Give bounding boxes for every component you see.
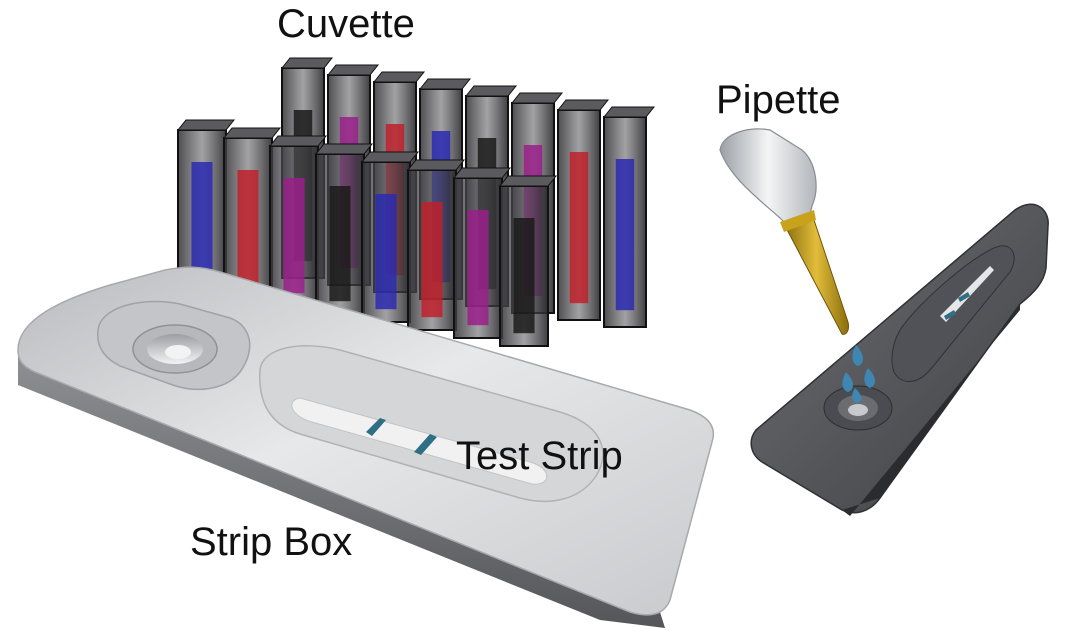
- cuvette: [602, 106, 656, 328]
- cuvette: [176, 119, 236, 291]
- test-line: [414, 434, 437, 455]
- cuvette-liquid: [329, 186, 351, 302]
- cuvette-liquid: [421, 202, 443, 318]
- cuvette: [314, 143, 374, 315]
- cuvette-liquid: [237, 170, 259, 286]
- pipette-label: Pipette: [716, 78, 841, 122]
- result-window: [259, 345, 604, 503]
- cuvette-row-front: [176, 119, 558, 347]
- strip-box-label: Strip Box: [190, 520, 353, 564]
- control-line: [366, 418, 386, 436]
- cuvette: [498, 175, 558, 347]
- strip-box: [17, 266, 715, 628]
- cuvette-liquid: [513, 218, 535, 334]
- cuvette: [406, 159, 466, 331]
- cuvette-liquid: [569, 152, 589, 304]
- sample-well: [96, 300, 251, 391]
- cuvette: [268, 135, 328, 307]
- droplets: [842, 345, 875, 403]
- cuvette: [360, 151, 420, 323]
- pipette: [719, 128, 849, 335]
- cuvette: [222, 127, 282, 299]
- cuvette: [556, 99, 610, 321]
- test-strip-label: Test Strip: [456, 434, 623, 478]
- cuvette-liquid: [283, 178, 305, 294]
- strip-box-small: [750, 203, 1049, 516]
- cuvette-liquid: [375, 194, 397, 310]
- cuvette: [452, 167, 512, 339]
- cuvette-liquid: [467, 210, 489, 326]
- cuvette-liquid: [615, 159, 635, 311]
- cuvette-label: Cuvette: [277, 2, 415, 46]
- cuvette-liquid: [191, 162, 213, 278]
